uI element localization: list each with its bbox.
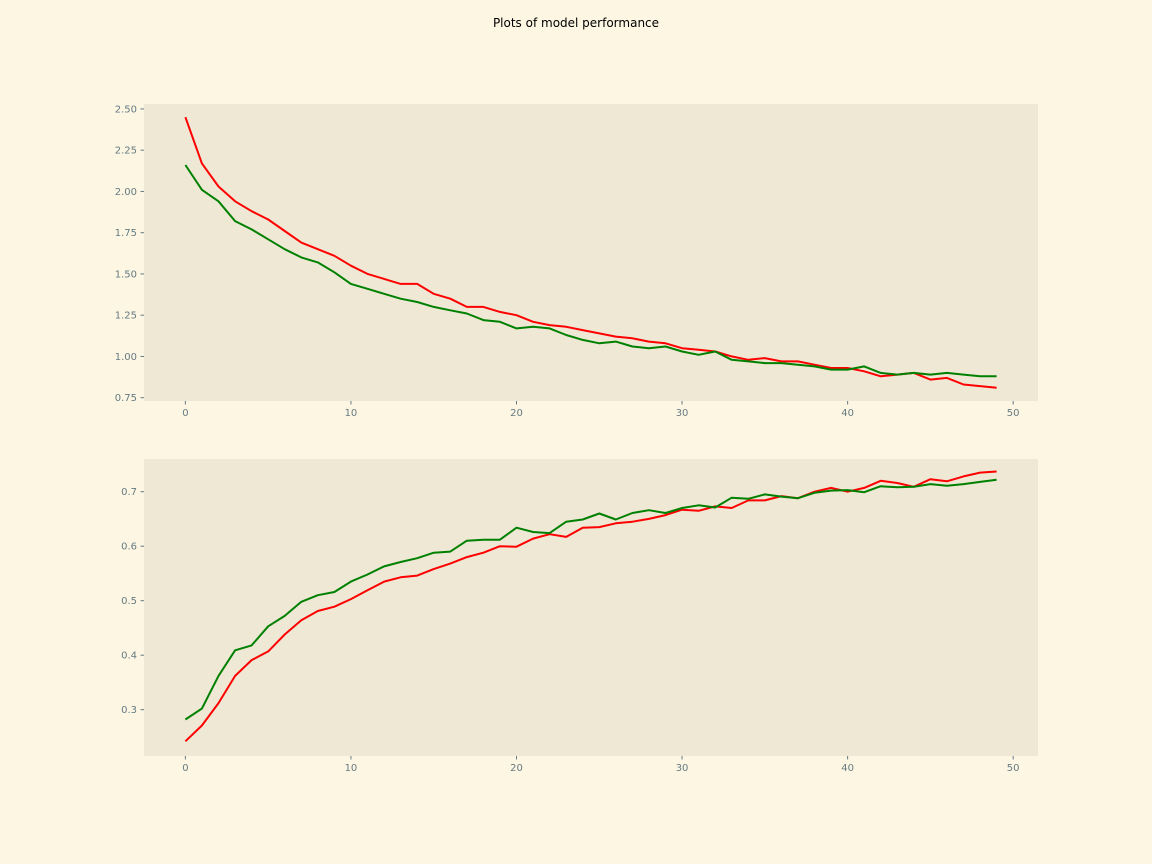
x-tick-label: 10 xyxy=(345,408,358,419)
x-tick-label: 10 xyxy=(345,763,358,774)
figure-title: Plots of model performance xyxy=(493,16,659,30)
loss-plot: 0 10 20 30 40 50 0.75 1.00 1.25 1.50 1.75 2.00 2.25… xyxy=(115,104,1038,419)
y-tick-label: 0.4 xyxy=(121,651,137,662)
y-tick-label: 1.75 xyxy=(115,228,137,239)
y-tick-label: 1.00 xyxy=(115,352,137,363)
plot-area xyxy=(144,459,1038,756)
plot-lines xyxy=(184,470,997,743)
x-tick-label: 0 xyxy=(182,763,188,774)
x-tick-label: 20 xyxy=(510,763,523,774)
y-tick-label: 0.6 xyxy=(121,542,137,553)
y-axis: 0.75 1.00 1.25 1.50 1.75 2.00 2.25 2.50 xyxy=(115,104,144,404)
y-tick-label: 0.75 xyxy=(115,393,137,404)
x-tick-label: 0 xyxy=(182,408,188,419)
y-tick-label: 0.7 xyxy=(121,487,137,498)
x-tick-label: 20 xyxy=(510,408,523,419)
plot-lines xyxy=(184,116,997,389)
y-axis: 0.3 0.4 0.5 0.6 0.7 xyxy=(121,487,144,716)
y-tick-label: 0.3 xyxy=(121,705,137,716)
series-line-1 xyxy=(184,478,997,721)
x-axis: 0 10 20 30 40 50 xyxy=(182,756,1020,774)
x-tick-label: 40 xyxy=(841,763,854,774)
series-line-0 xyxy=(184,470,997,743)
x-tick-label: 30 xyxy=(676,763,689,774)
x-tick-label: 40 xyxy=(841,408,854,419)
y-tick-label: 2.25 xyxy=(115,146,137,157)
y-tick-label: 2.00 xyxy=(115,187,137,198)
y-tick-label: 1.25 xyxy=(115,311,137,322)
y-tick-label: 0.5 xyxy=(121,596,137,607)
x-tick-label: 30 xyxy=(676,408,689,419)
y-tick-label: 1.50 xyxy=(115,269,137,280)
series-line-0 xyxy=(184,116,997,389)
x-tick-label: 50 xyxy=(1007,408,1020,419)
series-line-1 xyxy=(184,164,997,378)
plot-area xyxy=(144,104,1038,401)
x-axis: 0 10 20 30 40 50 xyxy=(182,401,1020,419)
metric-plot: 0 10 20 30 40 50 0.3 0.4 0.5 0.6 0.7 xyxy=(121,459,1038,774)
y-tick-label: 2.50 xyxy=(115,104,137,115)
x-tick-label: 50 xyxy=(1007,763,1020,774)
